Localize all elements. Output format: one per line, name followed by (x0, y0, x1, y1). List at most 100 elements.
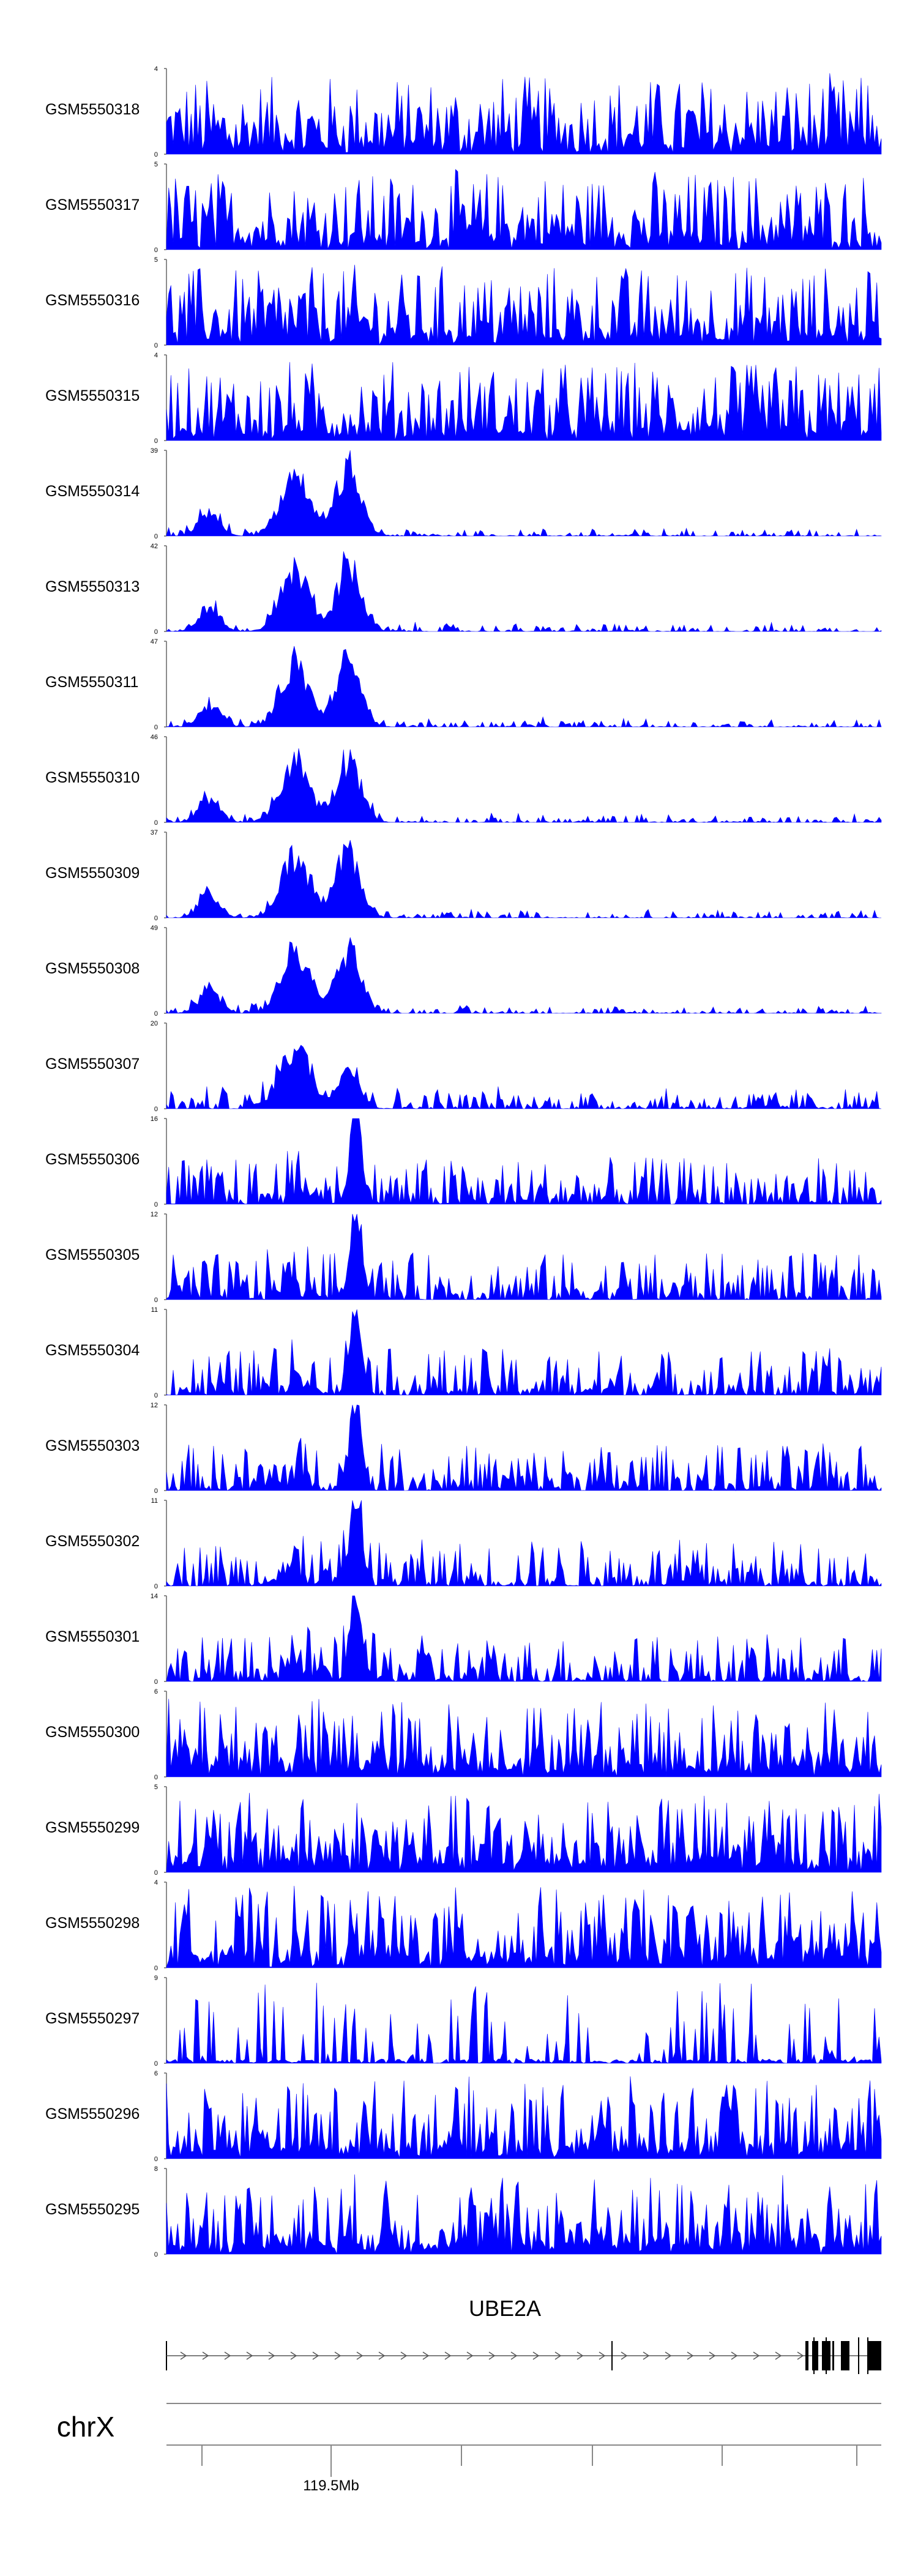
track-GSM5550310: GSM5550310 46 0 (45, 734, 882, 827)
track-GSM5550305: GSM5550305 12 0 (45, 1211, 882, 1304)
track-GSM5550297: GSM5550297 9 0 (45, 1975, 882, 2068)
exon (868, 2341, 881, 2370)
track-GSM5550295: GSM5550295 8 0 (45, 2165, 882, 2258)
y-max-label: 11 (151, 1306, 158, 1314)
y-min-label: 0 (154, 533, 158, 540)
track-label: GSM5550309 (45, 865, 140, 882)
track-GSM5550301: GSM5550301 14 0 (45, 1593, 882, 1686)
strand-arrow (599, 2351, 606, 2360)
strand-arrow (224, 2351, 231, 2360)
track-label: GSM5550314 (45, 483, 140, 500)
strand-arrow (577, 2351, 584, 2360)
strand-arrow (466, 2351, 474, 2360)
track-label: GSM5550313 (45, 578, 140, 595)
y-max-label: 4 (154, 352, 158, 359)
track-label: GSM5550305 (45, 1246, 140, 1264)
exon (832, 2341, 834, 2370)
coverage-area (166, 1044, 882, 1110)
track-GSM5550304: GSM5550304 11 0 (45, 1306, 882, 1399)
coverage-tracks: GSM555031840GSM555031750GSM555031650GSM5… (45, 65, 882, 2258)
y-min-label: 0 (154, 1106, 158, 1113)
strand-arrow (202, 2351, 209, 2360)
track-label: GSM5550299 (45, 1819, 140, 1836)
gene-model-UBE2A (166, 2337, 881, 2374)
y-max-label: 9 (154, 1975, 158, 1982)
coverage-area (166, 264, 882, 346)
track-label: GSM5550311 (45, 674, 138, 691)
y-min-label: 0 (154, 628, 158, 636)
track-label: GSM5550300 (45, 1724, 140, 1741)
track-GSM5550309: GSM5550309 37 0 (45, 829, 881, 922)
chromosome-label: chrX (57, 2411, 115, 2443)
track-GSM5550311: GSM5550311 47 0 (45, 638, 882, 731)
track-GSM5550316: GSM5550316 5 0 (45, 256, 882, 349)
y-max-label: 39 (151, 447, 158, 455)
y-max-label: 6 (154, 1688, 158, 1696)
y-min-label: 0 (154, 1774, 158, 1781)
coverage-area (166, 551, 882, 632)
gene-label: UBE2A (469, 2296, 541, 2321)
track-GSM5550298: GSM5550298 4 0 (45, 1879, 882, 1972)
gene-track: UBE2A (166, 2296, 881, 2374)
strand-arrow (797, 2351, 804, 2360)
track-label: GSM5550297 (45, 2010, 140, 2027)
track-label: GSM5550302 (45, 1533, 140, 1550)
coverage-area (166, 1500, 882, 1587)
coverage-area (166, 450, 882, 537)
y-max-label: 20 (151, 1020, 158, 1027)
track-label: GSM5550310 (45, 769, 140, 786)
coverage-area (166, 1213, 882, 1301)
y-min-label: 0 (154, 1583, 158, 1590)
track-GSM5550302: GSM5550302 11 0 (45, 1497, 882, 1590)
y-min-label: 0 (154, 1392, 158, 1399)
track-GSM5550306: GSM5550306 16 0 (45, 1115, 882, 1208)
y-max-label: 5 (154, 256, 158, 264)
coverage-area (166, 646, 882, 728)
y-max-label: 5 (154, 161, 158, 168)
track-label: GSM5550303 (45, 1437, 140, 1454)
track-GSM5550313: GSM5550313 42 0 (45, 543, 882, 636)
y-min-label: 0 (154, 1201, 158, 1208)
strand-arrow (687, 2351, 694, 2360)
track-GSM5550318: GSM5550318 4 0 (45, 65, 882, 158)
strand-arrow (731, 2351, 738, 2360)
y-max-label: 47 (151, 638, 158, 646)
coverage-area (166, 362, 882, 441)
track-GSM5550296: GSM5550296 6 0 (45, 2070, 882, 2163)
coverage-area (166, 748, 882, 824)
track-label: GSM5550307 (45, 1055, 140, 1073)
coverage-area (166, 73, 882, 155)
y-max-label: 4 (154, 1879, 158, 1886)
coverage-area (166, 839, 881, 918)
strand-arrow (444, 2351, 452, 2360)
y-min-label: 0 (154, 1965, 158, 1972)
track-GSM5550299: GSM5550299 5 0 (45, 1784, 882, 1877)
strand-arrow (488, 2351, 496, 2360)
track-GSM5550300: GSM5550300 6 0 (45, 1688, 882, 1781)
coverage-area (166, 1793, 882, 1873)
strand-arrow (643, 2351, 650, 2360)
y-max-label: 14 (151, 1593, 158, 1600)
strand-arrow (400, 2351, 408, 2360)
track-GSM5550308: GSM5550308 49 0 (45, 925, 882, 1018)
strand-arrow (709, 2351, 716, 2360)
y-min-label: 0 (154, 819, 158, 827)
y-max-label: 6 (154, 2070, 158, 2077)
track-GSM5550307: GSM5550307 20 0 (45, 1020, 882, 1113)
y-max-label: 37 (151, 829, 158, 836)
track-label: GSM5550301 (45, 1628, 140, 1645)
y-min-label: 0 (154, 247, 158, 254)
track-label: GSM5550316 (45, 292, 140, 309)
track-label: GSM5550296 (45, 2105, 140, 2123)
coverage-area (166, 1982, 882, 2064)
axis-tick-label: 119.5Mb (303, 2477, 359, 2494)
coverage-area (166, 1404, 882, 1492)
coverage-area (166, 1118, 882, 1205)
y-max-label: 12 (151, 1211, 158, 1218)
track-label: GSM5550304 (45, 1342, 140, 1359)
strand-arrow (422, 2351, 430, 2360)
track-label: GSM5550317 (45, 196, 140, 214)
exon (841, 2341, 849, 2370)
y-min-label: 0 (154, 1869, 158, 1877)
y-max-label: 46 (151, 734, 158, 741)
